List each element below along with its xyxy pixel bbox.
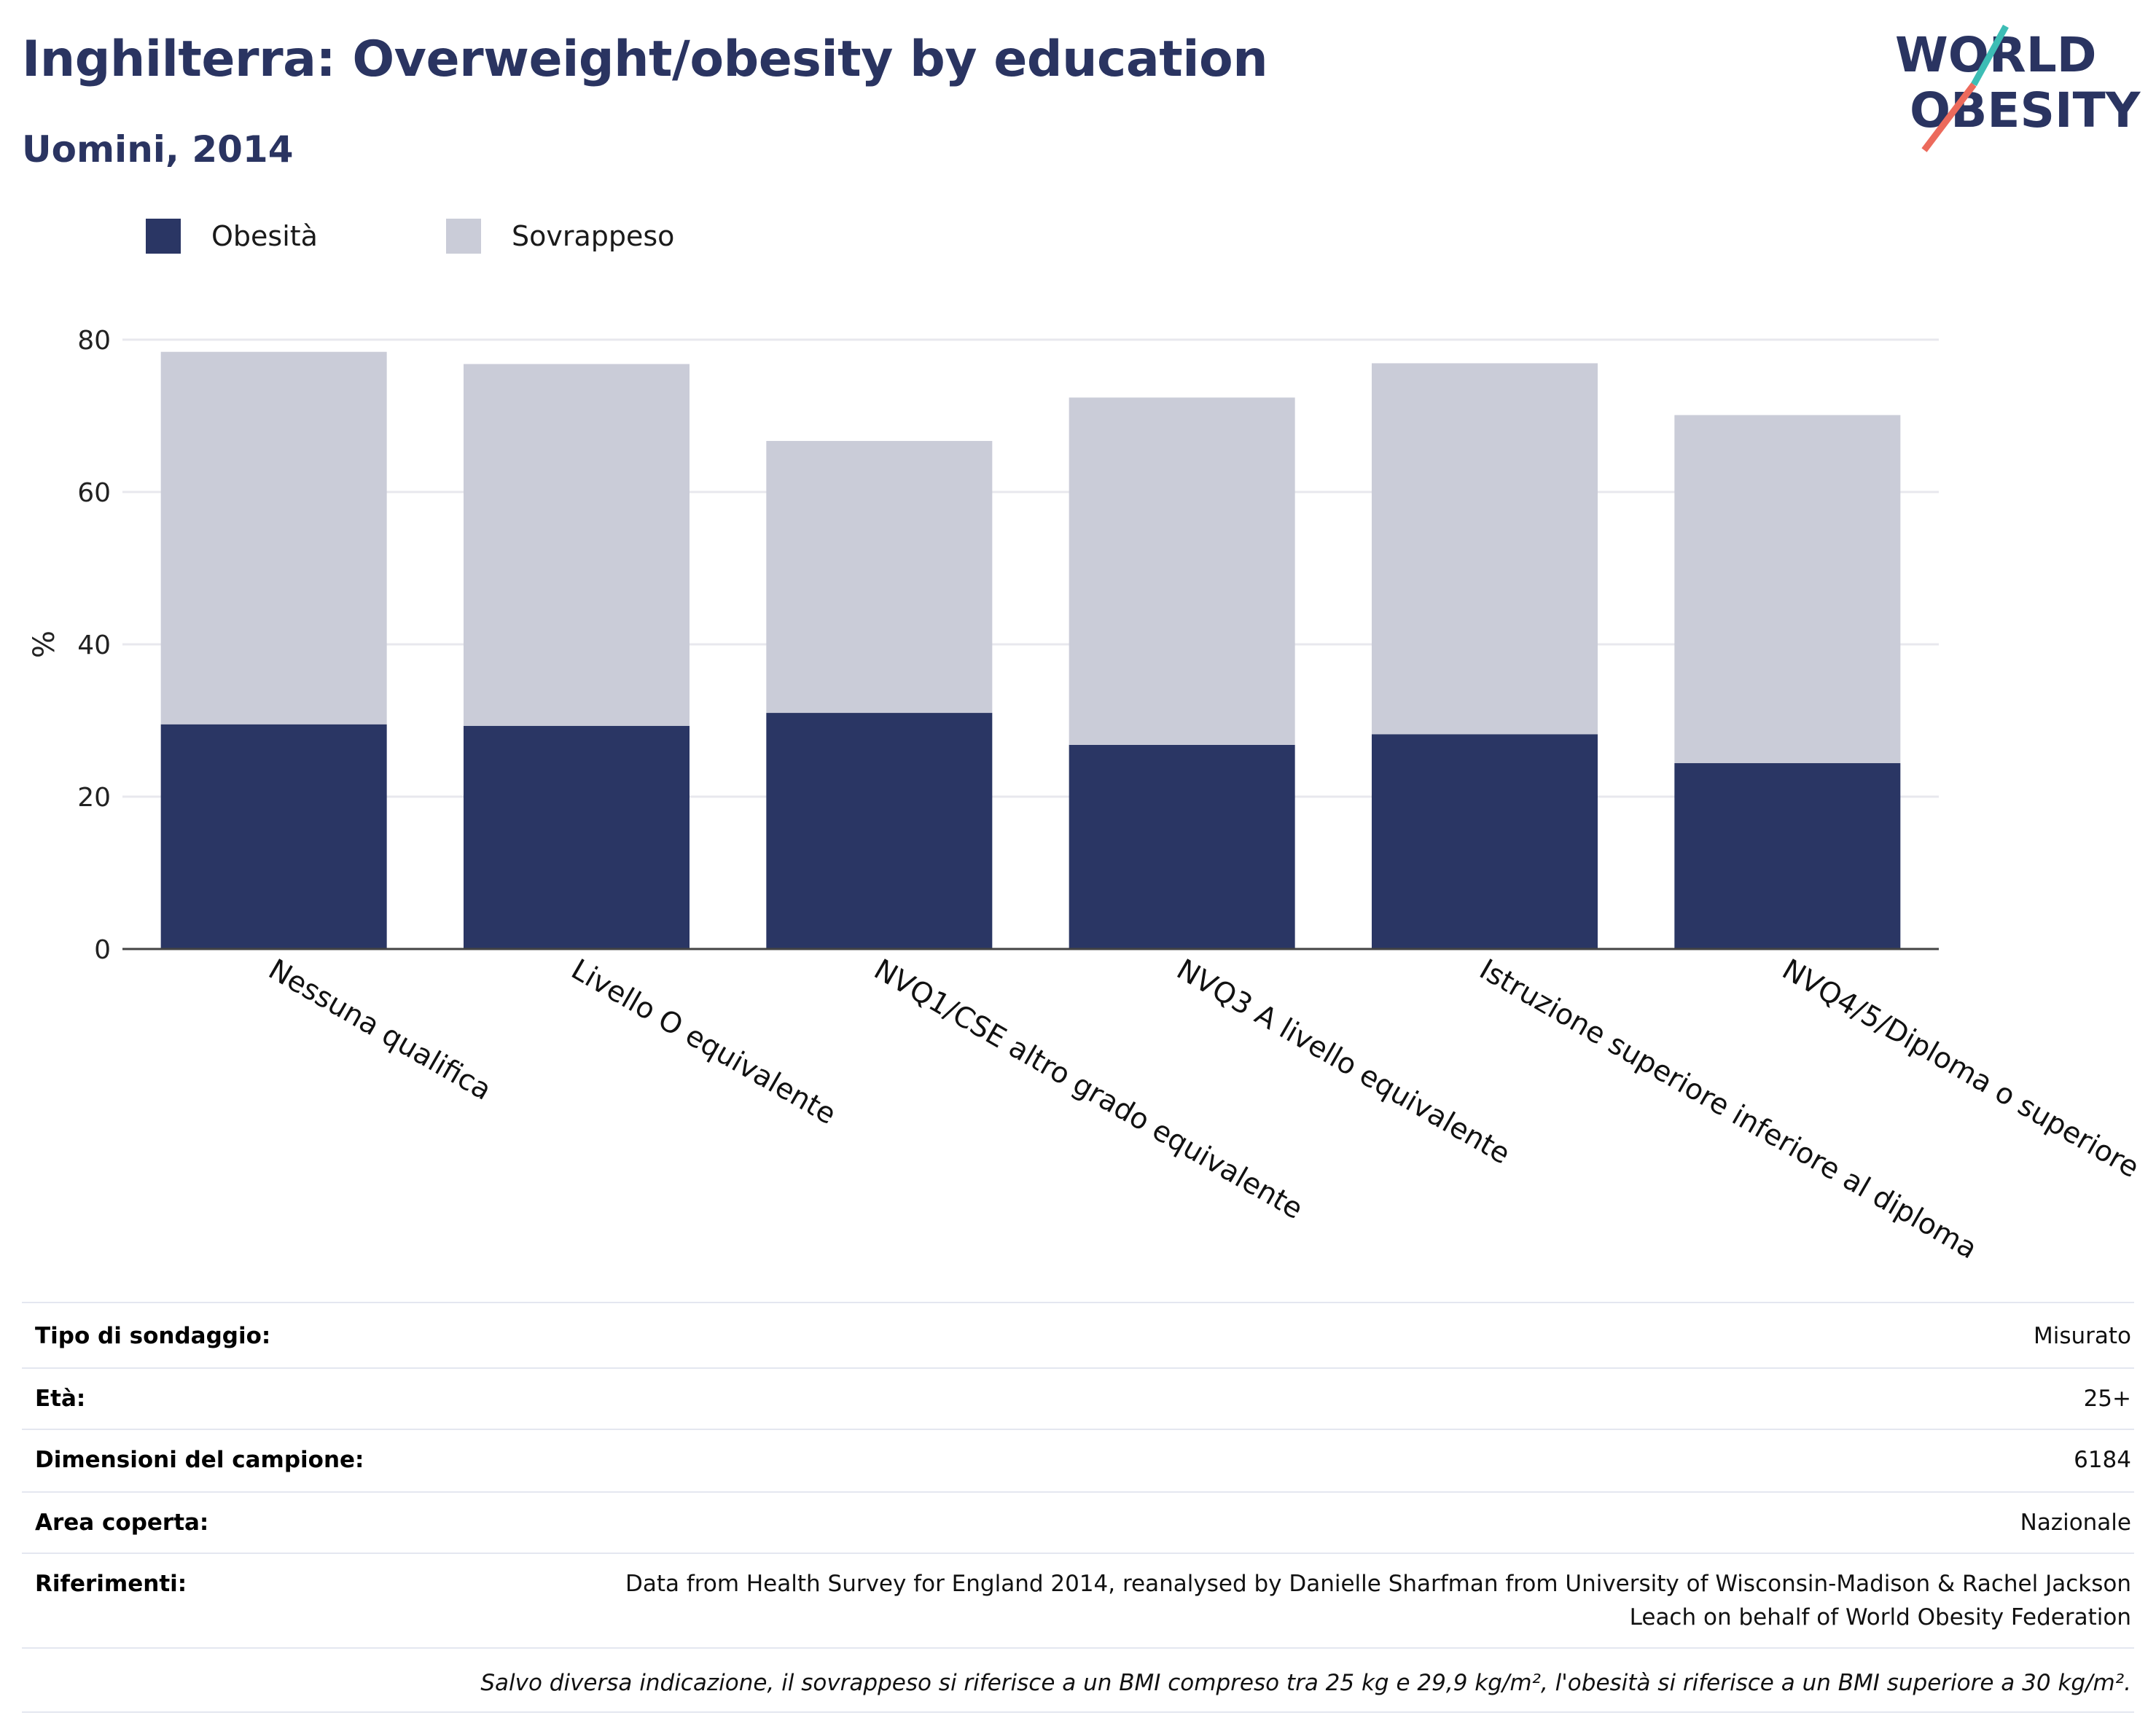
info-row-sample-size: Dimensioni del campione: 6184	[22, 1429, 2134, 1491]
logo-slash-teal	[1971, 24, 2009, 87]
info-value-references: Data from Health Survey for England 2014…	[625, 1567, 2134, 1634]
bar-obesity-5	[1372, 734, 1598, 949]
legend-swatch-obesity	[146, 219, 181, 254]
stacked-bar-chart: 0 20 40 60 80% Nessuna qualifica Livello O equ…	[28, 326, 2144, 1266]
info-row-age: Età: 25+	[22, 1367, 2134, 1429]
info-key-age: Età:	[35, 1386, 86, 1412]
x-tick-label: Livello O equivalente	[566, 953, 841, 1131]
info-value-survey-type: Misurato	[2033, 1323, 2131, 1349]
bar-overweight-1	[160, 351, 387, 725]
logo-text-obesity: OBESITY	[1910, 82, 2141, 138]
info-key-sample-size: Dimensioni del campione:	[35, 1447, 364, 1473]
bar-obesity-1	[160, 724, 387, 949]
x-tick-label: NVQ3 A livello equivalente	[1171, 953, 1516, 1171]
definition-note: Salvo diversa indicazione, il sovrappeso…	[22, 1647, 2134, 1713]
bar-obesity-6	[1674, 763, 1901, 949]
chart-subtitle: Uomini, 2014	[22, 128, 294, 171]
legend-item-obesity[interactable]: Obesità	[146, 219, 318, 254]
bar-obesity-2	[464, 725, 690, 949]
y-tick-label: 60	[77, 478, 111, 508]
x-tick-label: Nessuna qualifica	[263, 953, 497, 1107]
info-row-references: Riferimenti: Data from Health Survey for…	[22, 1553, 2134, 1647]
info-row-survey-type: Tipo di sondaggio: Misurato	[22, 1302, 2134, 1367]
bar-overweight-3	[766, 440, 993, 714]
info-key-area: Area coperta:	[35, 1510, 209, 1536]
info-value-area: Nazionale	[2020, 1510, 2131, 1536]
x-tick-label: Istruzione superiore inferiore al diplom…	[1474, 953, 1983, 1266]
y-tick-label: 40	[77, 630, 111, 660]
info-key-survey-type: Tipo di sondaggio:	[35, 1323, 271, 1349]
info-key-references: Riferimenti:	[35, 1571, 187, 1597]
y-axis-label: %	[28, 630, 61, 658]
info-value-sample-size: 6184	[2074, 1447, 2131, 1473]
bar-overweight-5	[1372, 363, 1598, 735]
y-tick-label: 80	[77, 326, 111, 356]
legend-swatch-overweight	[446, 219, 481, 254]
world-obesity-logo: WORLD OBESITY	[1895, 24, 2141, 152]
chart-title: Inghilterra: Overweight/obesity by educa…	[22, 31, 1268, 88]
bar-overweight-2	[464, 364, 690, 726]
y-tick-label: 0	[94, 935, 111, 965]
legend-label-obesity: Obesità	[211, 220, 318, 252]
bar-overweight-4	[1069, 397, 1295, 745]
info-row-area: Area coperta: Nazionale	[22, 1491, 2134, 1553]
info-value-age: 25+	[2083, 1386, 2131, 1412]
legend-label-overweight: Sovrappeso	[512, 220, 675, 252]
y-tick-label: 20	[77, 783, 111, 813]
logo-text-world: WORLD	[1895, 27, 2097, 83]
bar-obesity-4	[1069, 744, 1295, 949]
info-value-references-line1: Data from Health Survey for England 2014…	[625, 1571, 2131, 1597]
logo-slash-coral	[1921, 82, 1977, 152]
info-value-references-line2: Leach on behalf of World Obesity Federat…	[1629, 1604, 2131, 1630]
bar-obesity-3	[766, 713, 993, 949]
legend-item-overweight[interactable]: Sovrappeso	[446, 219, 674, 254]
bar-overweight-6	[1674, 415, 1901, 764]
survey-info-table: Tipo di sondaggio: Misurato Età: 25+ Dim…	[22, 1302, 2134, 1713]
